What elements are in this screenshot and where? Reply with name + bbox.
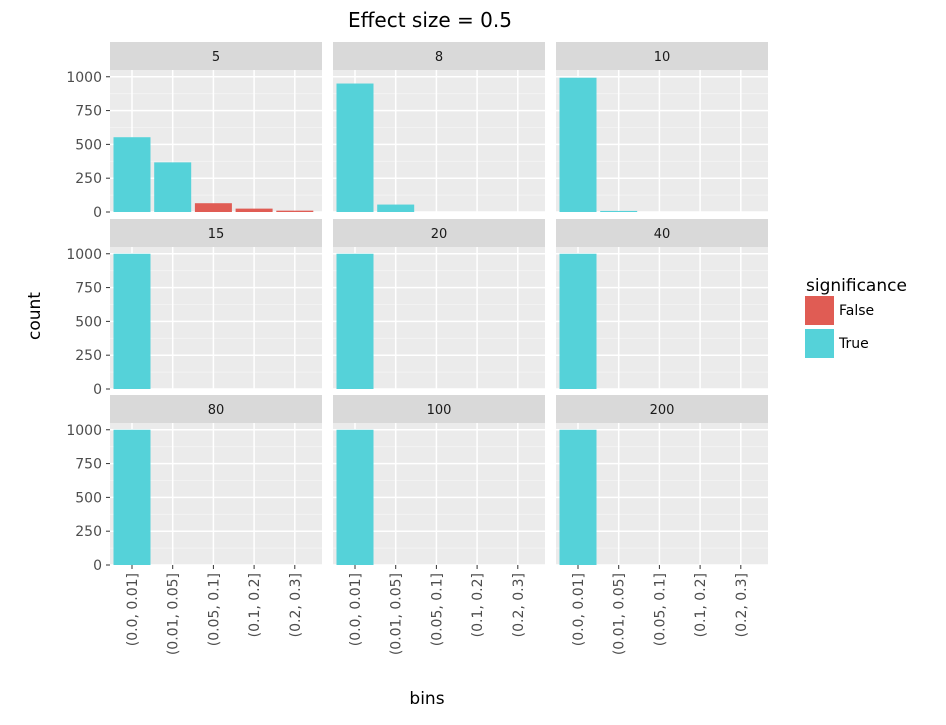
y-tick-label: 250 [75, 348, 102, 364]
x-tick-label: (0.0, 0.01] [125, 573, 141, 646]
facet-strip-label: 80 [208, 403, 225, 418]
bar-15-0 [113, 253, 151, 389]
facet-panel-100: 100 [333, 395, 545, 566]
legend-label-false: False [839, 303, 874, 319]
facet-panel-200: 200 [556, 395, 768, 566]
x-tick-label: (0.05, 0.1] [429, 573, 445, 646]
x-tick-label: (0.2, 0.3] [734, 573, 750, 637]
x-tick-label: (0.1, 0.2] [693, 573, 709, 637]
facet-strip-label: 10 [654, 50, 671, 65]
bar-20-0 [336, 253, 374, 389]
y-tick-label: 750 [75, 281, 102, 297]
legend-swatch-false [805, 296, 834, 325]
facet-panel-8: 8 [333, 42, 545, 213]
y-tick-label: 500 [75, 490, 102, 506]
chart-title: Effect size = 0.5 [348, 8, 512, 32]
legend-swatch-true [805, 329, 834, 358]
facet-strip [110, 219, 322, 247]
facet-panel-20: 20 [333, 219, 545, 390]
facet-strip [333, 219, 545, 247]
facet-strip-label: 5 [212, 50, 220, 65]
y-tick-label: 750 [75, 457, 102, 473]
facet-strip [333, 42, 545, 70]
x-tick-label: (0.01, 0.05] [166, 573, 182, 655]
legend-title: significance [806, 276, 907, 296]
y-tick-label: 250 [75, 524, 102, 540]
bar-40-0 [559, 253, 597, 389]
x-tick-label: (0.05, 0.1] [206, 573, 222, 646]
y-tick-label: 0 [93, 382, 102, 398]
y-tick-label: 250 [75, 171, 102, 187]
facet-panel-10: 10 [556, 42, 768, 213]
bar-8-0 [336, 83, 374, 213]
facet-panel-40: 40 [556, 219, 768, 390]
bar-5-3 [235, 208, 273, 212]
legend: significance False True [805, 276, 907, 358]
x-tick-label: (0.01, 0.05] [389, 573, 405, 655]
y-tick-label: 750 [75, 104, 102, 120]
x-tick-label: (0.05, 0.1] [652, 573, 668, 646]
y-tick-label: 1000 [66, 70, 102, 86]
facet-strip-label: 40 [654, 227, 671, 242]
x-tick-label: (0.2, 0.3] [288, 573, 304, 637]
bar-80-0 [113, 429, 151, 565]
y-tick-label: 1000 [66, 423, 102, 439]
legend-label-true: True [838, 336, 869, 352]
x-tick-label: (0.0, 0.01] [348, 573, 364, 646]
facet-strip-label: 200 [650, 403, 675, 418]
x-tick-labels: (0.0, 0.01] (0.01, 0.05] (0.05, 0.1] (0.1, … [125, 565, 750, 655]
x-tick-label: (0.1, 0.2] [247, 573, 263, 637]
facet-panel-15: 15 0 250 500 750 1000 [66, 219, 322, 398]
x-tick-label: (0.01, 0.05] [612, 573, 628, 655]
facet-strip-label: 20 [431, 227, 448, 242]
x-tick-label: (0.2, 0.3] [511, 573, 527, 637]
y-tick-label: 500 [75, 137, 102, 153]
x-tick-label: (0.0, 0.01] [571, 573, 587, 646]
y-tick-label: 1000 [66, 247, 102, 263]
facet-strip-label: 15 [208, 227, 225, 242]
bar-5-4 [276, 210, 314, 212]
facet-strip-label: 8 [435, 50, 443, 65]
bar-10-1 [600, 210, 638, 212]
bar-5-1 [154, 162, 192, 212]
x-tick-label: (0.1, 0.2] [470, 573, 486, 637]
bar-200-0 [559, 429, 597, 565]
facet-strip [333, 395, 545, 423]
bar-10-0 [559, 77, 597, 212]
facet-strip-label: 100 [427, 403, 452, 418]
y-tick-label: 0 [93, 558, 102, 574]
y-axis-title: count [25, 292, 45, 340]
y-tick-label: 500 [75, 314, 102, 330]
facet-panel-5: 5 0 250 500 750 1000 [66, 42, 322, 221]
facet-strip [556, 42, 768, 70]
facet-strip [110, 42, 322, 70]
y-tick-label: 0 [93, 205, 102, 221]
x-axis-title: bins [409, 689, 444, 709]
bar-100-0 [336, 429, 374, 565]
facet-strip [556, 395, 768, 423]
bar-8-1 [377, 204, 415, 212]
facet-panel-80: 80 0 250 500 750 1000 [66, 395, 322, 574]
facet-strip [556, 219, 768, 247]
bar-5-0 [113, 137, 151, 212]
bar-5-2 [194, 203, 232, 212]
facet-strip [110, 395, 322, 423]
